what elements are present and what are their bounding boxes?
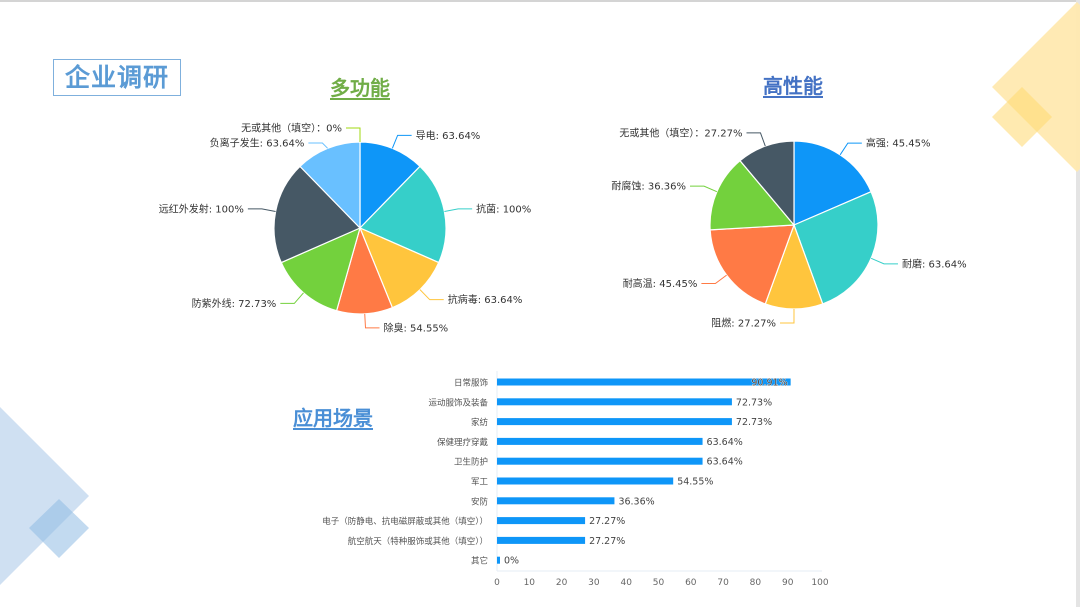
bar[interactable] xyxy=(497,418,732,426)
slide-right-border xyxy=(1076,0,1080,607)
bar-value-label: 72.73% xyxy=(736,397,772,408)
bar-category-label: 航空航天（特种服饰或其他（填空）） xyxy=(348,536,488,547)
bar-category-label: 卫生防护 xyxy=(454,457,488,468)
bar-value-label: 0% xyxy=(504,556,519,567)
high-performance-title: 高性能 xyxy=(763,74,823,98)
bar-category-label: 安防 xyxy=(471,496,489,507)
pie-slice[interactable] xyxy=(358,226,440,309)
page-title: 企业调研 xyxy=(53,59,181,96)
pie-slice[interactable] xyxy=(709,224,795,305)
pie-slice[interactable] xyxy=(273,165,362,264)
bar[interactable] xyxy=(497,497,615,505)
bar-value-label: 54.55% xyxy=(677,477,713,488)
pie-slice-label: 导电: 63.64% xyxy=(416,129,481,142)
pie-slice-label: 负离子发生: 63.64% xyxy=(210,137,305,150)
pie-slice-label: 耐磨: 63.64% xyxy=(902,257,967,270)
bar-value-label: 72.73% xyxy=(736,417,772,428)
bar[interactable] xyxy=(497,378,791,386)
x-tick-label: 30 xyxy=(588,578,600,588)
pie-slice[interactable] xyxy=(299,141,361,230)
label-leader-line xyxy=(701,274,727,285)
x-tick-label: 100 xyxy=(811,578,828,588)
bar-category-label: 其它 xyxy=(471,556,488,567)
label-leader-line xyxy=(870,257,898,265)
pie-slice[interactable] xyxy=(280,226,361,312)
label-leader-line xyxy=(779,308,795,324)
pie-slice[interactable] xyxy=(358,165,447,264)
pie-slice-label: 抗病毒: 63.64% xyxy=(448,293,523,306)
bar-category-label: 电子（防静电、抗电磁屏蔽或其他（填空）） xyxy=(322,516,488,527)
pie-slice-label: 抗菌: 100% xyxy=(476,202,531,215)
label-leader-line xyxy=(444,208,473,213)
x-tick-label: 10 xyxy=(524,578,536,588)
label-leader-line xyxy=(839,142,862,156)
bar-value-label: 36.36% xyxy=(618,496,654,507)
x-tick-label: 90 xyxy=(782,578,794,588)
bar-category-label: 保健理疗穿戴 xyxy=(437,437,489,448)
x-tick-label: 40 xyxy=(620,578,632,588)
pie-slice[interactable] xyxy=(793,190,879,305)
bar[interactable] xyxy=(497,556,500,564)
bar-category-label: 军工 xyxy=(471,478,489,488)
x-tick-label: 70 xyxy=(717,578,729,588)
bar[interactable] xyxy=(497,457,703,465)
bar[interactable] xyxy=(497,517,586,525)
slide-top-border xyxy=(0,0,1080,2)
label-leader-line xyxy=(308,142,328,149)
bar[interactable] xyxy=(497,477,674,485)
x-tick-label: 60 xyxy=(685,578,697,588)
label-leader-line xyxy=(364,313,380,329)
bar[interactable] xyxy=(497,437,703,445)
bar-value-label: 90.91% xyxy=(751,378,787,389)
pie-slice[interactable] xyxy=(739,140,795,227)
pie-slice-label: 除臭: 54.55% xyxy=(384,321,449,334)
pie-slice-label: 无或其他（填空）：27.27% xyxy=(619,126,742,139)
label-leader-line xyxy=(391,134,412,149)
pie-slice-label: 远红外发射: 100% xyxy=(159,202,244,215)
pie-slice-label: 耐腐蚀: 36.36% xyxy=(611,180,686,193)
pie-slice[interactable] xyxy=(793,140,872,226)
label-leader-line xyxy=(419,289,444,301)
diamond-small-yellow xyxy=(992,87,1052,147)
label-leader-line xyxy=(280,292,304,304)
bar-value-label: 63.64% xyxy=(707,437,743,448)
x-tick-label: 0 xyxy=(494,578,500,588)
diamond-large-blue xyxy=(0,407,89,585)
label-leader-line xyxy=(247,208,276,213)
pie-slice-label: 防紫外线: 72.73% xyxy=(192,297,277,310)
pie-slice[interactable] xyxy=(359,141,421,230)
x-tick-label: 80 xyxy=(750,578,762,588)
bar-value-label: 27.27% xyxy=(589,516,625,527)
multi-function-title: 多功能 xyxy=(330,76,390,100)
pie-slice-label: 高强: 45.45% xyxy=(866,137,931,150)
pie-slice-label: 无或其他（填空）：0% xyxy=(241,122,342,135)
pie-slice[interactable] xyxy=(709,159,796,231)
x-tick-label: 50 xyxy=(653,578,665,588)
label-leader-line xyxy=(746,132,766,147)
bar-value-label: 63.64% xyxy=(707,457,743,468)
bar-category-label: 运动服饰及装备 xyxy=(428,397,488,408)
pie-slice-label: 阻燃: 27.27% xyxy=(711,317,776,330)
bar[interactable] xyxy=(497,536,586,544)
application-title: 应用场景 xyxy=(293,406,373,430)
x-tick-label: 20 xyxy=(556,578,568,588)
label-leader-line xyxy=(346,127,361,142)
bar-category-label: 家纺 xyxy=(471,417,489,428)
bar-category-label: 日常服饰 xyxy=(454,378,489,389)
bar[interactable] xyxy=(497,398,732,406)
bar-value-label: 27.27% xyxy=(589,536,625,547)
label-leader-line xyxy=(690,185,718,193)
diamond-large-yellow xyxy=(992,2,1080,172)
pie-slice-label: 耐高温: 45.45% xyxy=(623,277,698,290)
diamond-small-blue xyxy=(29,499,89,558)
